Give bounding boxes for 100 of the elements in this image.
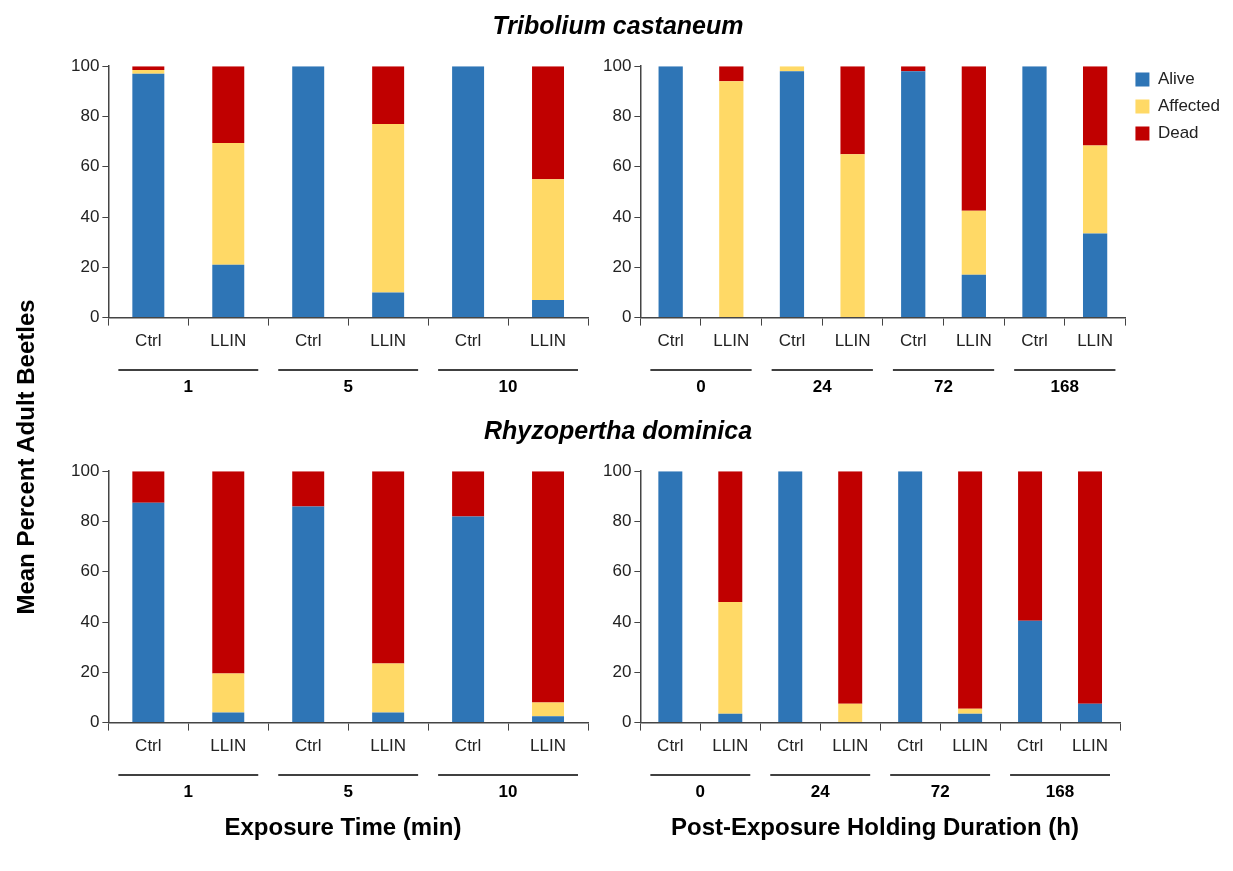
y-tick-label: 20 bbox=[80, 257, 100, 277]
bar bbox=[1022, 66, 1047, 318]
y-tick-label: 40 bbox=[80, 611, 100, 631]
bar bbox=[658, 471, 683, 723]
y-tick-label: 80 bbox=[80, 106, 100, 126]
bar bbox=[961, 66, 986, 211]
x-axis-title: Exposure Time (min) bbox=[223, 813, 463, 841]
bar bbox=[372, 471, 405, 664]
x-tick-label: Ctrl bbox=[454, 331, 482, 351]
bar bbox=[898, 471, 923, 723]
y-tick-label: 100 bbox=[602, 460, 632, 480]
text: 168 bbox=[1050, 377, 1079, 397]
bar bbox=[132, 471, 165, 503]
x-tick-label: Ctrl bbox=[1021, 331, 1048, 351]
bar bbox=[452, 66, 485, 318]
y-tick-label: 100 bbox=[70, 460, 100, 480]
text: 0 bbox=[696, 377, 706, 397]
bar bbox=[372, 292, 405, 318]
x-tick-label: LLIN bbox=[1077, 331, 1114, 351]
x-tick-label: LLIN bbox=[955, 331, 992, 351]
bar bbox=[901, 71, 926, 318]
y-tick-label: 0 bbox=[89, 307, 100, 327]
text: 0 bbox=[695, 782, 706, 802]
bar bbox=[212, 673, 245, 713]
x-tick-label: LLIN bbox=[370, 331, 407, 351]
bar bbox=[532, 471, 565, 703]
bar bbox=[718, 601, 743, 714]
x-tick-label: LLIN bbox=[210, 736, 247, 756]
bar bbox=[532, 179, 565, 300]
bar bbox=[1018, 620, 1043, 723]
x-tick-label: LLIN bbox=[712, 736, 749, 756]
x-tick-label: LLIN bbox=[210, 331, 247, 351]
bar bbox=[718, 713, 743, 723]
x-tick-label: Ctrl bbox=[454, 736, 482, 756]
bar bbox=[719, 81, 744, 318]
bar bbox=[292, 506, 325, 723]
bar bbox=[779, 71, 805, 318]
x-tick-label: LLIN bbox=[832, 736, 869, 756]
x-tick-label: LLIN bbox=[1072, 736, 1108, 756]
x-tick-label: LLIN bbox=[834, 331, 871, 351]
bar bbox=[658, 66, 683, 318]
bar bbox=[1082, 66, 1108, 146]
bar bbox=[1082, 145, 1108, 234]
y-tick-label: 20 bbox=[80, 662, 100, 682]
bar bbox=[452, 516, 485, 723]
bar bbox=[372, 712, 405, 723]
y-tick-label: 100 bbox=[602, 55, 632, 75]
y-tick-label: 100 bbox=[70, 55, 100, 75]
bar bbox=[840, 154, 865, 318]
bar bbox=[212, 712, 245, 723]
y-tick-label: 20 bbox=[612, 662, 632, 682]
bar bbox=[532, 716, 565, 723]
text: 168 bbox=[1045, 782, 1075, 802]
text: 24 bbox=[812, 377, 833, 397]
bar bbox=[132, 69, 165, 74]
bar bbox=[718, 471, 743, 602]
bar bbox=[532, 66, 565, 180]
x-tick-label: Ctrl bbox=[899, 331, 927, 351]
y-axis-title: Mean Percent Adult Beetles bbox=[12, 298, 40, 617]
bar bbox=[1018, 471, 1043, 621]
bar bbox=[961, 274, 986, 318]
bar bbox=[212, 142, 245, 265]
bar bbox=[132, 502, 165, 723]
x-tick-label: Ctrl bbox=[135, 736, 162, 756]
y-tick-label: 60 bbox=[612, 561, 632, 581]
y-tick-label: 20 bbox=[612, 257, 632, 277]
x-tick-label: Ctrl bbox=[135, 331, 162, 351]
bar bbox=[958, 708, 983, 714]
bar bbox=[1082, 233, 1108, 318]
text: 5 bbox=[343, 782, 353, 802]
y-tick-label: 40 bbox=[612, 206, 632, 226]
text: 24 bbox=[810, 782, 831, 802]
y-tick-label: 60 bbox=[612, 156, 632, 176]
bar bbox=[958, 713, 983, 723]
bar bbox=[372, 124, 405, 293]
x-tick-label: Ctrl bbox=[294, 736, 322, 756]
x-axis-title: Post-Exposure Holding Duration (h) bbox=[670, 813, 1080, 841]
bar bbox=[719, 66, 744, 82]
bar bbox=[1078, 471, 1103, 704]
bar bbox=[838, 703, 863, 723]
y-tick-label: 60 bbox=[80, 561, 100, 581]
bar bbox=[840, 66, 865, 155]
x-tick-label: LLIN bbox=[530, 331, 566, 351]
bar bbox=[372, 66, 405, 125]
bar bbox=[372, 663, 405, 713]
x-tick-label: LLIN bbox=[713, 331, 750, 351]
bar bbox=[778, 471, 803, 723]
chart-title: Tribolium castaneum bbox=[491, 11, 745, 40]
x-tick-label: LLIN bbox=[530, 736, 566, 756]
bar bbox=[212, 66, 245, 143]
x-tick-label: Ctrl bbox=[657, 331, 684, 351]
bar bbox=[961, 210, 986, 275]
x-tick-label: Ctrl bbox=[778, 331, 806, 351]
x-tick-label: Ctrl bbox=[896, 736, 924, 756]
text: 5 bbox=[343, 377, 353, 397]
y-tick-label: 80 bbox=[612, 106, 632, 126]
bar bbox=[532, 300, 565, 318]
y-tick-label: 40 bbox=[80, 206, 100, 226]
x-tick-label: LLIN bbox=[952, 736, 989, 756]
text: 1 bbox=[183, 782, 194, 802]
